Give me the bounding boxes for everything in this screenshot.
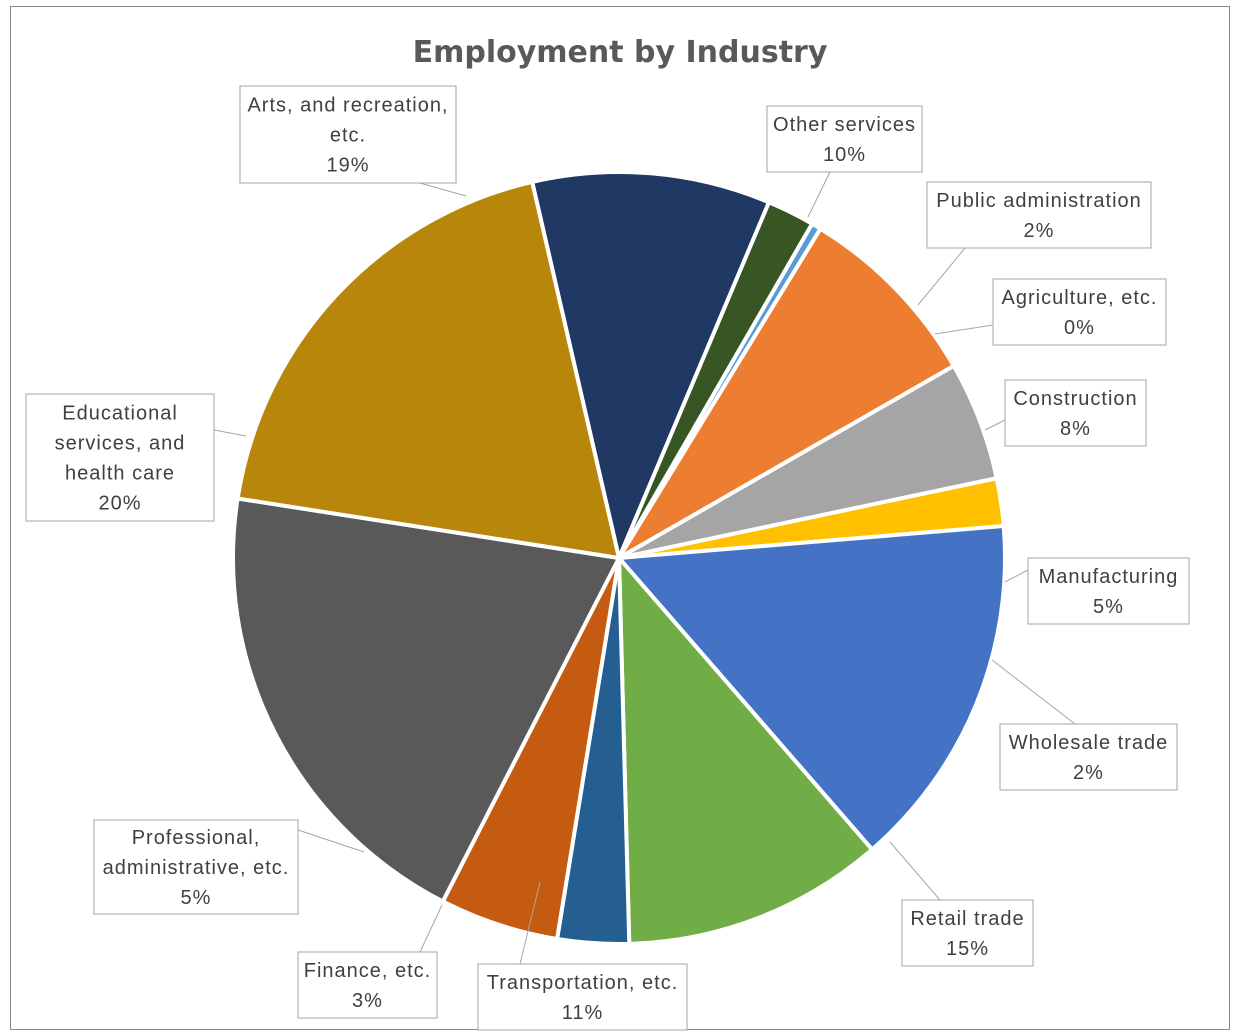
label-text: Retail trade: [910, 908, 1024, 930]
data-label-transportation-etc: Transportation, etc. 11%: [477, 963, 688, 1031]
label-text: Wholesale trade: [1009, 732, 1169, 754]
label-percent: 8%: [1060, 418, 1091, 440]
label-percent: 20%: [98, 493, 141, 515]
slice-other-services: [529, 170, 772, 565]
chart-title: Employment by Industry: [413, 35, 828, 70]
leader-line-public-administration: [917, 247, 966, 306]
label-percent: 3%: [352, 990, 383, 1012]
label-percent: 10%: [823, 144, 866, 166]
label-percent: 19%: [326, 155, 369, 177]
label-text: Transportation, etc.: [487, 972, 679, 994]
label-percent: 2%: [1073, 762, 1104, 784]
label-text: Educational: [62, 403, 178, 425]
leader-line-agriculture-etc: [934, 324, 994, 335]
data-label-wholesale-trade: Wholesale trade 2%: [999, 723, 1178, 791]
label-text: Manufacturing: [1039, 566, 1179, 588]
label-percent: 5%: [1093, 596, 1124, 618]
slice-arts-and-recreation-etc: [235, 179, 622, 561]
label-percent: 11%: [562, 1002, 604, 1024]
leader-line-educational-services-and-health-care: [213, 429, 247, 437]
slice-transportation-etc: [616, 552, 875, 946]
label-percent: 5%: [181, 887, 212, 909]
data-label-public-administration: Public administration 2%: [926, 181, 1152, 249]
label-box: [999, 723, 1178, 791]
label-percent: 0%: [1064, 317, 1095, 339]
label-text: Construction: [1013, 388, 1137, 410]
label-percent: 2%: [1024, 220, 1055, 242]
label-box: [93, 819, 299, 915]
leader-line-transportation-etc: [519, 881, 541, 965]
data-label-agriculture-etc: Agriculture, etc. 0%: [992, 278, 1167, 346]
label-percent: 15%: [946, 938, 989, 960]
label-box: [239, 85, 457, 184]
data-label-educational-services-and-health-care: Educational services, and health care 20%: [25, 393, 215, 522]
leader-line-wholesale-trade: [991, 659, 1076, 725]
leader-line-finance-etc: [419, 904, 443, 953]
label-box: [766, 105, 923, 173]
data-label-retail-trade: Retail trade 15%: [901, 899, 1034, 967]
label-text: Professional,: [132, 827, 261, 849]
leader-lines: [213, 171, 1076, 965]
label-box: [992, 278, 1167, 346]
pie-slices: [231, 170, 1007, 946]
label-box: [1004, 379, 1147, 447]
data-label-finance-etc: Finance, etc. 3%: [297, 951, 438, 1019]
leader-line-construction: [984, 419, 1006, 431]
label-box: [25, 393, 215, 522]
leader-line-arts-and-recreation-etc: [419, 182, 467, 197]
slice-retail-trade: [614, 523, 1007, 853]
data-label-other-services: Other services 10%: [766, 105, 923, 173]
data-labels: Other services 10% Public administration 2%…: [25, 85, 1190, 1031]
label-text: Agriculture, etc.: [1002, 287, 1158, 309]
label-text: Finance, etc.: [304, 960, 432, 982]
data-label-manufacturing: Manufacturing 5%: [1027, 557, 1190, 625]
label-text: Public administration: [936, 190, 1142, 212]
slice-construction: [617, 225, 957, 560]
label-box: [477, 963, 688, 1031]
label-box: [901, 899, 1034, 967]
label-text: Arts, and recreation,: [247, 95, 448, 117]
label-box: [1027, 557, 1190, 625]
label-box: [926, 181, 1152, 249]
leader-line-retail-trade: [889, 841, 941, 901]
leader-line-other-services: [807, 171, 831, 218]
data-label-construction: Construction 8%: [1004, 379, 1147, 447]
data-label-arts-and-recreation-etc: Arts, and recreation, etc. 19%: [239, 85, 457, 184]
label-text: health care: [65, 463, 175, 485]
label-text: Other services: [773, 114, 916, 136]
label-text: services, and: [55, 433, 186, 455]
leader-line-manufacturing: [1004, 569, 1029, 583]
leader-line-professional-administrative-etc: [297, 829, 365, 853]
slice-educational-services-and-health-care: [231, 496, 623, 905]
label-text: administrative, etc.: [103, 857, 290, 879]
label-text: etc.: [330, 125, 366, 147]
label-box: [297, 951, 438, 1019]
data-label-professional-administrative-etc: Professional, administrative, etc. 5%: [93, 819, 299, 915]
